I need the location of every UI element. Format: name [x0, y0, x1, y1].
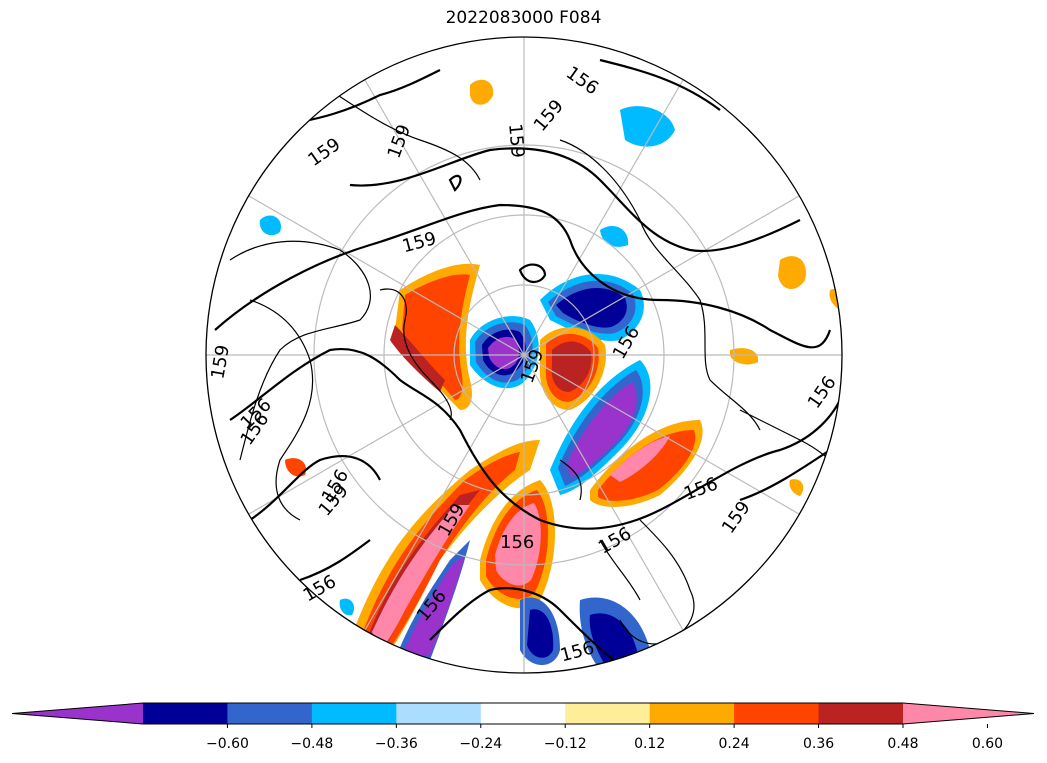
- contour-label: 159: [530, 96, 568, 136]
- colorbar-segment: [396, 703, 482, 724]
- colorbar-segment: [480, 703, 566, 724]
- colorbar-segment: [649, 703, 735, 724]
- colorbar: −0.60 −0.48 −0.36 −0.24 −0.12 0.12 0.24 0.36 0.4…: [11, 702, 1035, 752]
- contour-label: 159: [304, 134, 344, 171]
- map-title: 2022083000 F084: [445, 8, 602, 28]
- colorbar-tick-label: 0.48: [887, 736, 918, 752]
- colorbar-tick-label: −0.36: [375, 736, 418, 752]
- colorbar-tick-label: −0.12: [544, 736, 587, 752]
- colorbar-extension-min: [12, 703, 143, 724]
- contour-label: 156: [681, 473, 720, 504]
- contour-label: 159: [504, 123, 528, 159]
- colorbar-tick-label: 0.36: [803, 736, 834, 752]
- colorbar-extension-max: [903, 703, 1034, 724]
- map-disc-content: [206, 37, 842, 673]
- colorbar-outline: [11, 702, 1035, 725]
- colorbar-tick-label: −0.24: [459, 736, 502, 752]
- contour-label: 159: [207, 343, 234, 380]
- contour-label: 156: [500, 532, 534, 553]
- colorbar-tick-label: 0.60: [972, 736, 1003, 752]
- contour-label: 159: [718, 497, 755, 537]
- shaded-field: [259, 79, 842, 670]
- colorbar-segment: [818, 703, 904, 724]
- colorbar-segment: [227, 703, 313, 724]
- contour-label: 156: [558, 637, 597, 666]
- map-boundary: [205, 36, 843, 674]
- colorbar-tick-label: 0.24: [719, 736, 750, 752]
- colorbar-tick-label: 0.12: [634, 736, 665, 752]
- colorbar-segment: [311, 703, 397, 724]
- colorbar-tick-label: −0.60: [206, 736, 249, 752]
- colorbar-tick-label: −0.48: [290, 736, 333, 752]
- contour-label: 156: [562, 62, 602, 99]
- colorbar-segment: [734, 703, 820, 724]
- colorbar-segment: [565, 703, 651, 724]
- height-contours: [214, 58, 841, 666]
- contour-label: 159: [384, 122, 415, 161]
- contour-label: 156: [300, 571, 340, 606]
- graticule: [206, 37, 842, 673]
- colorbar-segment: [143, 703, 228, 724]
